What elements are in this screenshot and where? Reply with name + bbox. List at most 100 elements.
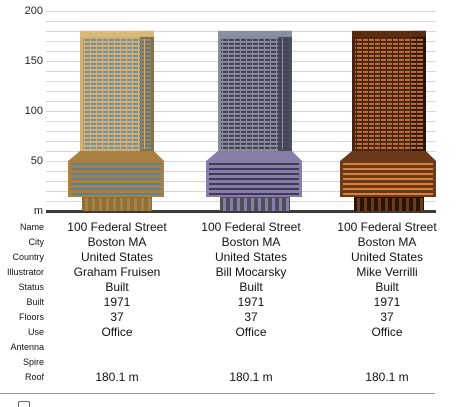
window-band xyxy=(221,138,289,141)
window-band xyxy=(355,78,423,81)
base-window-band xyxy=(209,188,299,190)
mullion xyxy=(368,38,369,149)
window-band xyxy=(355,66,423,69)
mullion xyxy=(356,38,357,149)
mullion xyxy=(84,38,85,149)
column xyxy=(420,198,423,211)
base-window-band xyxy=(209,173,299,175)
building-name-link[interactable]: 100 Federal Street xyxy=(337,220,437,234)
use-value: Office xyxy=(371,325,403,339)
building-name-link[interactable]: 100 Federal Street xyxy=(67,220,167,234)
floors-value: 37 xyxy=(380,310,394,324)
mullion xyxy=(410,38,411,149)
floors-value: 37 xyxy=(110,310,124,324)
window-band xyxy=(83,110,151,113)
base-window-band xyxy=(209,193,299,195)
window-band xyxy=(355,42,423,45)
column xyxy=(92,198,95,211)
mullion xyxy=(386,38,387,149)
base-window-band xyxy=(209,168,299,170)
mullion xyxy=(252,38,253,149)
column xyxy=(113,198,116,211)
column xyxy=(385,198,388,211)
option-checkbox[interactable] xyxy=(18,401,30,407)
window-band xyxy=(83,82,151,85)
axis-unit-label: m xyxy=(33,205,43,217)
column xyxy=(230,198,233,211)
window-band xyxy=(355,98,423,101)
ground-baseline xyxy=(46,210,436,213)
window-band xyxy=(221,126,289,129)
mullion xyxy=(132,38,133,149)
window-band xyxy=(221,42,289,45)
window-band xyxy=(221,78,289,81)
column xyxy=(237,198,240,211)
window-band xyxy=(83,58,151,61)
window-band xyxy=(355,138,423,141)
column xyxy=(286,198,289,211)
base-window-band xyxy=(343,188,433,190)
window-band xyxy=(83,38,151,41)
mullion xyxy=(102,38,103,149)
building-illustration[interactable] xyxy=(330,0,436,216)
window-band xyxy=(355,74,423,77)
base-window-band xyxy=(71,183,161,185)
window-band xyxy=(83,62,151,65)
building-illustration[interactable] xyxy=(196,0,302,216)
field-label-city: City xyxy=(28,237,45,247)
mullion xyxy=(126,38,127,149)
floors-value: 37 xyxy=(244,310,258,324)
window-band xyxy=(355,58,423,61)
mullion xyxy=(416,38,417,149)
field-label-spire: Spire xyxy=(22,357,44,367)
height-comparison-chart: m 200 150 100 50 xyxy=(25,0,436,217)
column xyxy=(406,198,409,211)
base-window-band xyxy=(209,163,299,165)
field-label-antenna: Antenna xyxy=(10,342,44,352)
base-window-band xyxy=(209,178,299,180)
building-name-link[interactable]: 100 Federal Street xyxy=(201,220,301,234)
window-band xyxy=(83,134,151,137)
column xyxy=(85,198,88,211)
base-window-band xyxy=(209,183,299,185)
tower-crown xyxy=(352,30,426,37)
building-illustration[interactable] xyxy=(58,0,164,216)
mullion xyxy=(404,38,405,149)
base-window-band xyxy=(71,163,161,165)
window-band xyxy=(83,50,151,53)
window-band xyxy=(355,130,423,133)
column xyxy=(223,198,226,211)
window-band xyxy=(221,122,289,125)
window-band xyxy=(355,50,423,53)
base-window-band xyxy=(71,168,161,170)
mullion xyxy=(276,38,277,149)
column xyxy=(413,198,416,211)
window-band xyxy=(221,94,289,97)
base-window-band xyxy=(343,193,433,195)
window-band xyxy=(83,94,151,97)
status-value: Built xyxy=(239,280,263,294)
column xyxy=(392,198,395,211)
tower-crown xyxy=(218,30,292,37)
column xyxy=(244,198,247,211)
use-value: Office xyxy=(235,325,267,339)
base-window-band xyxy=(343,173,433,175)
window-band xyxy=(83,138,151,141)
window-band xyxy=(83,146,151,149)
window-band xyxy=(221,58,289,61)
mullion xyxy=(246,38,247,149)
window-band xyxy=(221,106,289,109)
field-label-name: Name xyxy=(19,222,44,232)
window-band xyxy=(83,98,151,101)
window-band xyxy=(221,50,289,53)
column xyxy=(399,198,402,211)
section-divider xyxy=(0,393,435,394)
window-band xyxy=(221,66,289,69)
status-value: Built xyxy=(105,280,129,294)
column xyxy=(279,198,282,211)
field-label-status: Status xyxy=(18,282,44,292)
window-band xyxy=(221,142,289,145)
roof-value: 180.1 m xyxy=(95,370,139,384)
mullion xyxy=(258,38,259,149)
country-value: United States xyxy=(80,250,154,264)
